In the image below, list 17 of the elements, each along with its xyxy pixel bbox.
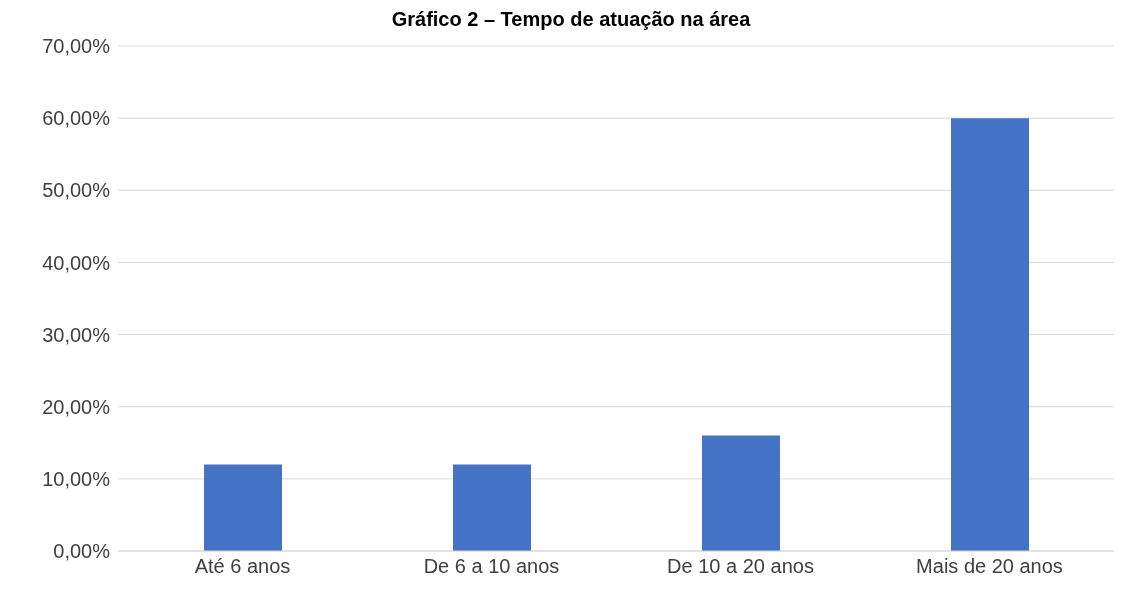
y-tick-label: 0,00% xyxy=(53,540,111,563)
y-tick-label: 30,00% xyxy=(42,323,111,346)
bar xyxy=(951,118,1029,551)
x-tick-label: Mais de 20 anos xyxy=(916,555,1063,578)
y-tick-label: 70,00% xyxy=(42,35,111,58)
y-tick-label: 50,00% xyxy=(42,179,111,202)
y-tick-label: 40,00% xyxy=(42,251,111,274)
x-tick-label: Até 6 anos xyxy=(194,555,291,578)
y-tick-label: 20,00% xyxy=(42,395,111,418)
bar xyxy=(453,464,531,551)
y-tick-label: 10,00% xyxy=(42,467,111,490)
bar xyxy=(204,464,282,551)
x-tick-label: De 6 a 10 anos xyxy=(423,555,560,578)
chart-title: Gráfico 2 – Tempo de atuação na área xyxy=(390,8,752,32)
y-tick-label: 60,00% xyxy=(42,107,111,130)
x-tick-label: De 10 a 20 anos xyxy=(667,555,814,578)
bar xyxy=(702,435,780,551)
